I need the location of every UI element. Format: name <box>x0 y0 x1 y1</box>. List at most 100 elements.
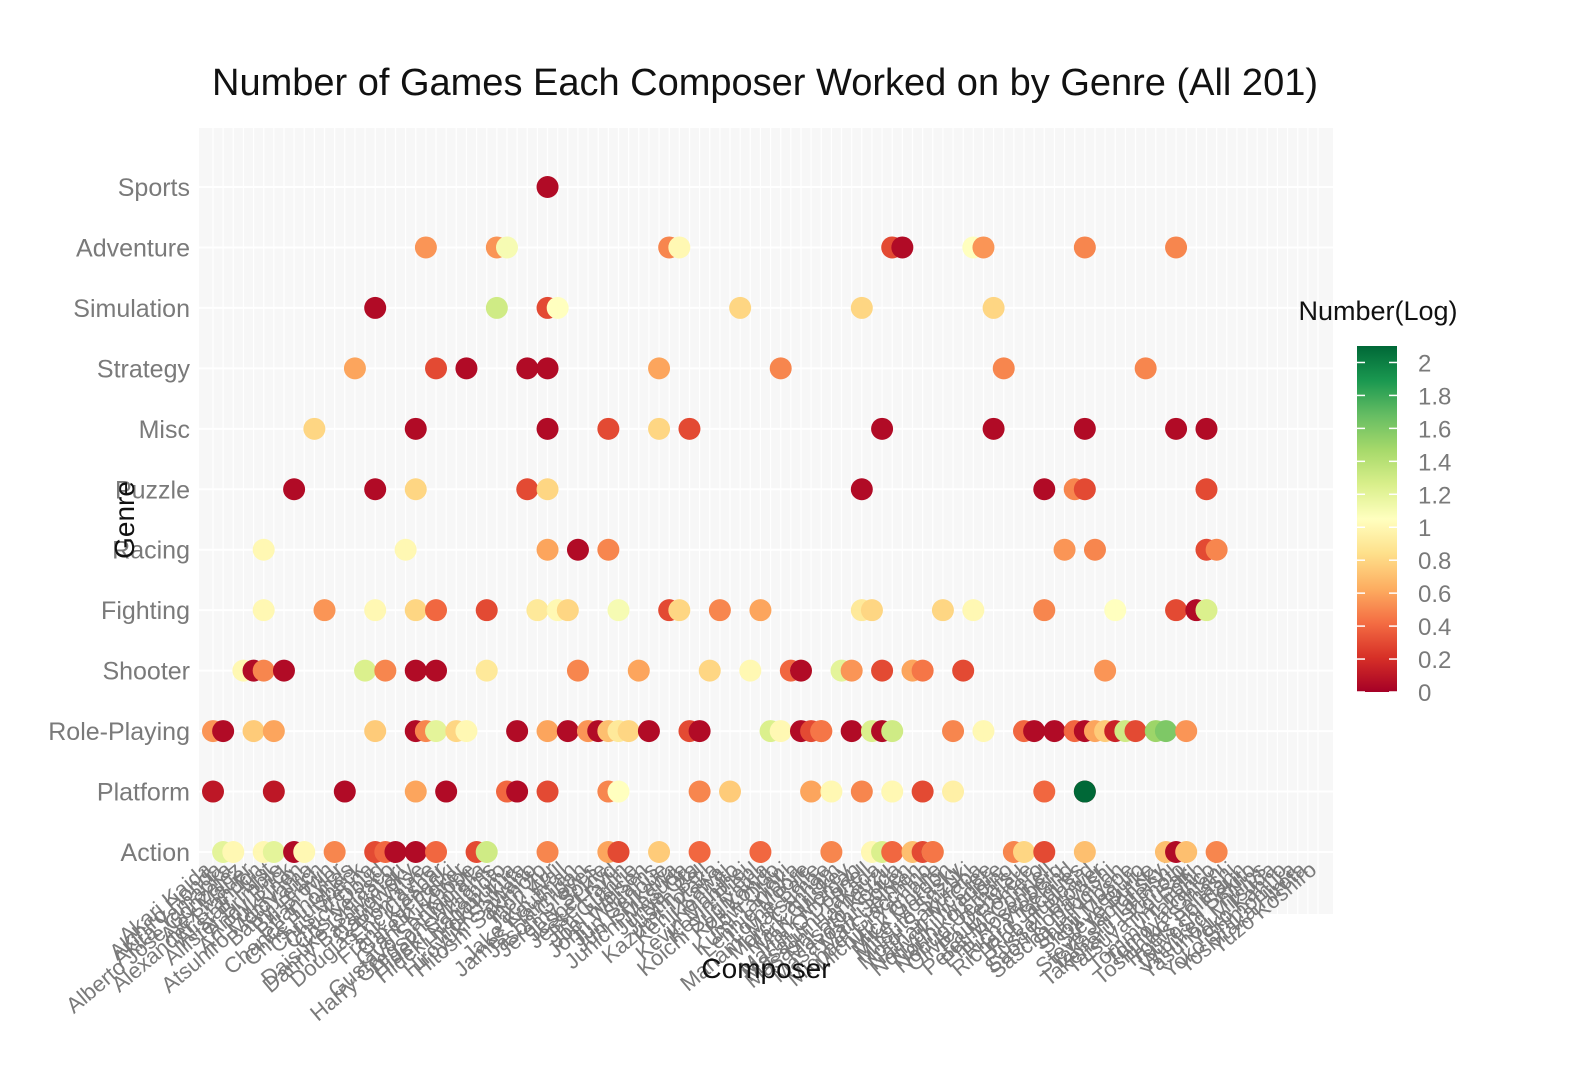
data-point <box>820 841 843 863</box>
legend-tick-label: 1.8 <box>1418 383 1451 410</box>
data-point <box>850 296 873 319</box>
data-point <box>556 720 579 743</box>
data-point <box>485 296 508 319</box>
data-point <box>1205 841 1228 863</box>
data-point <box>982 296 1005 319</box>
data-point <box>1033 599 1056 622</box>
data-point <box>648 357 671 380</box>
data-point <box>607 780 630 803</box>
data-point <box>425 659 448 682</box>
data-point <box>252 659 275 682</box>
legend-tick-label: 1.4 <box>1418 449 1451 476</box>
data-point <box>506 720 529 743</box>
data-point <box>942 780 965 803</box>
data-point <box>252 599 275 622</box>
y-tick-label: Strategy <box>97 355 191 383</box>
y-tick-label: Role-Playing <box>48 718 190 746</box>
data-point <box>425 841 448 863</box>
data-point <box>1073 478 1096 501</box>
data-point <box>668 599 691 622</box>
data-point <box>425 599 448 622</box>
data-point <box>637 720 660 743</box>
data-point <box>860 599 883 622</box>
data-point <box>881 780 904 803</box>
data-point <box>272 659 295 682</box>
legend-tick-label: 1 <box>1418 515 1431 542</box>
data-point <box>1053 538 1076 561</box>
data-point <box>222 841 245 863</box>
data-point <box>404 780 427 803</box>
data-point <box>820 780 843 803</box>
data-point <box>1165 599 1188 622</box>
data-point <box>871 417 894 440</box>
data-point <box>1195 417 1218 440</box>
data-point <box>1175 841 1198 863</box>
data-point <box>516 357 539 380</box>
data-point <box>607 841 630 863</box>
data-point <box>850 780 873 803</box>
data-point <box>729 296 752 319</box>
y-tick-label: Shooter <box>102 658 190 686</box>
data-point <box>404 659 427 682</box>
data-point <box>962 599 985 622</box>
y-tick-label: Platform <box>97 779 190 807</box>
data-point <box>1094 659 1117 682</box>
data-point <box>262 720 285 743</box>
data-point <box>323 841 346 863</box>
data-point <box>688 780 711 803</box>
data-point <box>1165 417 1188 440</box>
data-point <box>739 659 762 682</box>
data-point <box>404 478 427 501</box>
data-point <box>749 841 772 863</box>
data-point <box>242 720 265 743</box>
data-point <box>1175 720 1198 743</box>
data-point <box>1195 599 1218 622</box>
data-point <box>536 538 559 561</box>
data-point <box>374 659 397 682</box>
data-point <box>972 720 995 743</box>
data-point <box>364 296 387 319</box>
data-point <box>536 357 559 380</box>
legend-tick-label: 0.8 <box>1418 548 1451 575</box>
data-point <box>536 720 559 743</box>
data-point <box>536 478 559 501</box>
data-point <box>283 478 306 501</box>
data-point <box>364 599 387 622</box>
data-point <box>648 841 671 863</box>
data-point <box>556 599 579 622</box>
data-point <box>404 841 427 863</box>
legend-tick-labels: 0 0.2 0.4 0.6 0.8 1 1.2 1.4 1.6 1.8 2 <box>1357 350 1451 707</box>
legend-tick-label: 0.6 <box>1418 581 1451 608</box>
y-tick-label: Adventure <box>76 234 190 262</box>
data-point <box>262 780 285 803</box>
data-point <box>668 236 691 259</box>
data-point <box>982 417 1005 440</box>
data-point <box>1134 357 1157 380</box>
data-point <box>526 599 549 622</box>
data-point <box>931 599 954 622</box>
data-point <box>1154 720 1177 743</box>
data-point <box>566 659 589 682</box>
data-point <box>769 357 792 380</box>
data-point <box>536 176 559 198</box>
data-point <box>455 357 478 380</box>
y-tick-labels: Action Platform Role-Playing Shooter Fightin… <box>48 174 190 867</box>
data-point <box>597 538 620 561</box>
data-point <box>425 720 448 743</box>
data-point <box>202 780 224 803</box>
chart-title: Number of Games Each Composer Worked on … <box>212 62 1318 104</box>
data-point <box>992 357 1015 380</box>
data-point <box>475 659 498 682</box>
data-point <box>607 599 630 622</box>
y-tick-label: Misc <box>139 416 190 444</box>
plot-background <box>199 128 1333 914</box>
legend-tick-label: 0.4 <box>1418 614 1451 641</box>
y-tick-label: Fighting <box>101 597 190 625</box>
data-point <box>800 780 823 803</box>
data-point <box>627 659 650 682</box>
data-point <box>404 417 427 440</box>
data-point <box>1013 841 1036 863</box>
data-point <box>384 841 407 863</box>
legend-tick-label: 0 <box>1418 680 1431 707</box>
